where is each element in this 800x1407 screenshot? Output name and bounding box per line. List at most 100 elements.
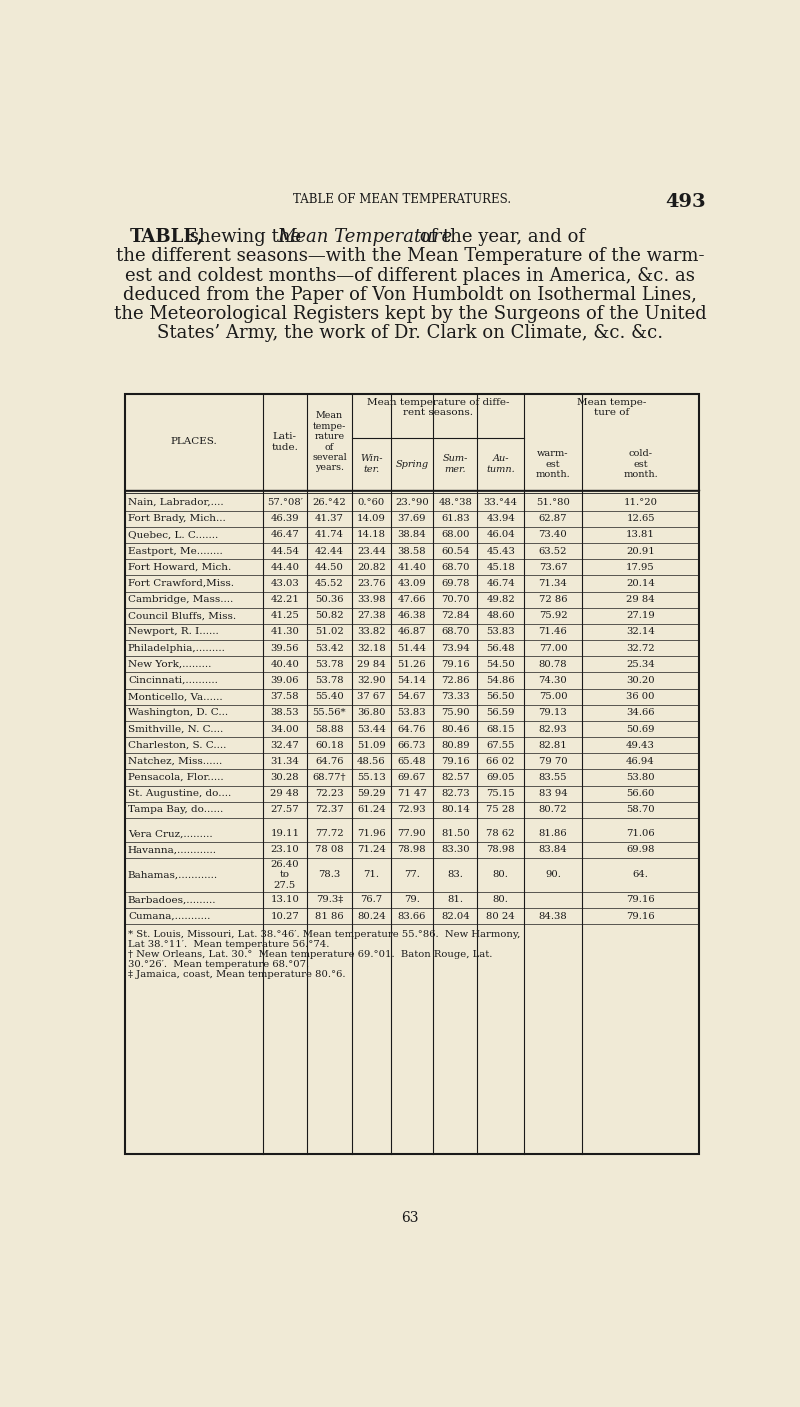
Text: Charleston, S. C....: Charleston, S. C.... (128, 740, 226, 750)
Text: 41.40: 41.40 (398, 563, 426, 571)
Text: 72.23: 72.23 (315, 789, 344, 798)
Text: Cincinnati,..........: Cincinnati,.......... (128, 675, 218, 685)
Text: 23.44: 23.44 (357, 547, 386, 556)
Text: 493: 493 (665, 194, 706, 211)
Text: 54.14: 54.14 (398, 675, 426, 685)
Text: 46.39: 46.39 (270, 515, 299, 523)
Text: 79.16: 79.16 (441, 757, 470, 765)
Text: Spring: Spring (395, 460, 429, 469)
Text: 78.98: 78.98 (398, 846, 426, 854)
Text: 30.20: 30.20 (626, 675, 655, 685)
Text: 53.42: 53.42 (315, 643, 344, 653)
Text: shewing the: shewing the (185, 228, 307, 246)
Text: 51.09: 51.09 (357, 740, 386, 750)
Text: 33.°44: 33.°44 (484, 498, 518, 507)
Text: 55.40: 55.40 (315, 692, 344, 701)
Text: 56.60: 56.60 (626, 789, 654, 798)
Text: 71.24: 71.24 (357, 846, 386, 854)
Text: 77.72: 77.72 (315, 829, 344, 839)
Text: 32.18: 32.18 (357, 643, 386, 653)
Text: 17.95: 17.95 (626, 563, 655, 571)
Text: ture of: ture of (594, 408, 629, 416)
Text: 44.50: 44.50 (315, 563, 344, 571)
Text: 46.04: 46.04 (486, 530, 515, 539)
Text: 10.27: 10.27 (270, 912, 299, 920)
Text: 51.44: 51.44 (398, 643, 426, 653)
Text: St. Augustine, do....: St. Augustine, do.... (128, 789, 231, 798)
Text: 68.70: 68.70 (441, 628, 470, 636)
Text: Cumana,...........: Cumana,........... (128, 912, 210, 920)
Text: 30.°26′.  Mean temperature 68.°07.: 30.°26′. Mean temperature 68.°07. (128, 961, 309, 969)
Text: 80.46: 80.46 (441, 725, 470, 733)
Text: 0.°60: 0.°60 (358, 498, 385, 507)
Text: 83.84: 83.84 (538, 846, 567, 854)
Text: ‡ Jamaica, coast, Mean temperature 80.°6.: ‡ Jamaica, coast, Mean temperature 80.°6… (128, 971, 346, 979)
Text: 83.30: 83.30 (441, 846, 470, 854)
Text: 68.15: 68.15 (486, 725, 515, 733)
Text: States’ Army, the work of Dr. Clark on Climate, &c. &c.: States’ Army, the work of Dr. Clark on C… (157, 325, 663, 342)
Text: 71.: 71. (363, 871, 379, 879)
Text: 20.14: 20.14 (626, 580, 655, 588)
Text: 46.94: 46.94 (626, 757, 655, 765)
Text: 46.87: 46.87 (398, 628, 426, 636)
Text: 90.: 90. (545, 871, 561, 879)
Text: 69.05: 69.05 (486, 772, 515, 782)
Text: 30.28: 30.28 (270, 772, 299, 782)
Text: 80.: 80. (493, 895, 509, 905)
Text: 36 00: 36 00 (626, 692, 655, 701)
Text: 59.29: 59.29 (357, 789, 386, 798)
Text: 14.18: 14.18 (357, 530, 386, 539)
Text: 72.86: 72.86 (441, 675, 470, 685)
Text: 81.: 81. (447, 895, 463, 905)
Text: 73.67: 73.67 (538, 563, 567, 571)
Text: 54.86: 54.86 (486, 675, 515, 685)
Text: 78.3: 78.3 (318, 871, 341, 879)
Text: 78.98: 78.98 (486, 846, 515, 854)
Text: 71 47: 71 47 (398, 789, 426, 798)
Text: 73.40: 73.40 (538, 530, 567, 539)
Text: Lati-
tude.: Lati- tude. (271, 432, 298, 452)
Text: 79.13: 79.13 (538, 708, 567, 718)
Text: the different seasons—with the Mean Temperature of the warm-: the different seasons—with the Mean Temp… (116, 248, 704, 266)
Text: rent seasons.: rent seasons. (403, 408, 473, 416)
Text: 72.93: 72.93 (398, 805, 426, 815)
Text: Mean tempe-: Mean tempe- (577, 398, 646, 407)
Text: 32.72: 32.72 (626, 643, 655, 653)
Text: Pensacola, Flor.....: Pensacola, Flor..... (128, 772, 223, 782)
Text: 41.37: 41.37 (315, 515, 344, 523)
Text: 83 94: 83 94 (538, 789, 567, 798)
Text: 77.90: 77.90 (398, 829, 426, 839)
Text: 48.60: 48.60 (486, 611, 515, 620)
Text: 50.36: 50.36 (315, 595, 344, 604)
Text: 41.74: 41.74 (315, 530, 344, 539)
Text: 51.26: 51.26 (398, 660, 426, 668)
Text: 67.55: 67.55 (486, 740, 515, 750)
Text: Sum-
mer.: Sum- mer. (442, 454, 468, 474)
Text: 66 02: 66 02 (486, 757, 515, 765)
Text: 61.24: 61.24 (357, 805, 386, 815)
Text: 56.48: 56.48 (486, 643, 515, 653)
Text: 46.47: 46.47 (270, 530, 299, 539)
Text: Barbadoes,.........: Barbadoes,......... (128, 895, 216, 905)
Text: 58.70: 58.70 (626, 805, 655, 815)
Text: 46.74: 46.74 (486, 580, 515, 588)
Text: 42.21: 42.21 (270, 595, 299, 604)
Text: 53.80: 53.80 (626, 772, 655, 782)
Text: 66.73: 66.73 (398, 740, 426, 750)
Text: 19.11: 19.11 (270, 829, 299, 839)
Text: 50.82: 50.82 (315, 611, 344, 620)
Text: 80.72: 80.72 (538, 805, 567, 815)
Text: 80.24: 80.24 (357, 912, 386, 920)
Text: 80.78: 80.78 (538, 660, 567, 668)
Text: 82.73: 82.73 (441, 789, 470, 798)
Text: 75 28: 75 28 (486, 805, 515, 815)
Text: 37 67: 37 67 (357, 692, 386, 701)
Text: Bahamas,............: Bahamas,............ (128, 871, 218, 879)
Text: 80.: 80. (493, 871, 509, 879)
Text: TABLE,: TABLE, (130, 228, 204, 246)
Text: 69.67: 69.67 (398, 772, 426, 782)
Text: 77.: 77. (404, 871, 420, 879)
Text: 56.50: 56.50 (486, 692, 515, 701)
Text: 82.04: 82.04 (441, 912, 470, 920)
Text: 49.43: 49.43 (626, 740, 655, 750)
